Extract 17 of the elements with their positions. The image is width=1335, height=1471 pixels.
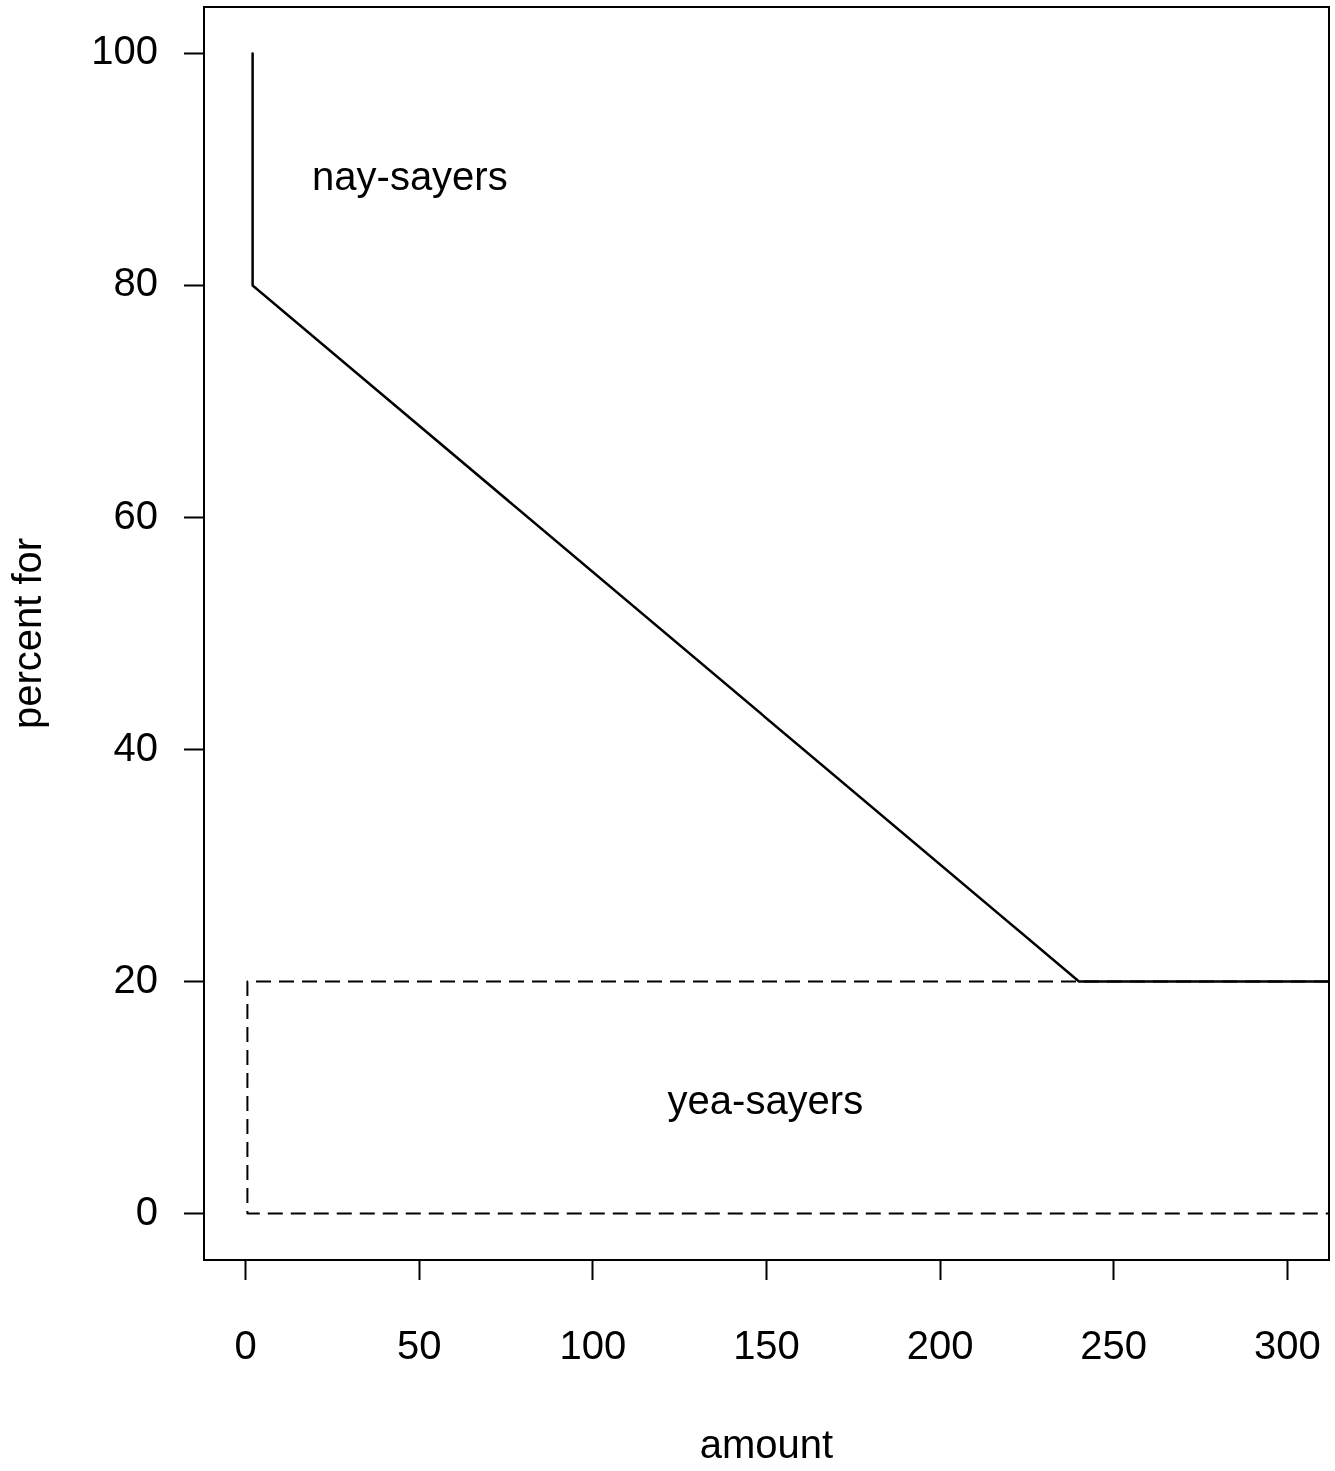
x-tick-label: 300	[1253, 1323, 1321, 1368]
y-tick-label: 20	[113, 956, 158, 1001]
annotation: yea-sayers	[667, 1078, 864, 1123]
y-tick-label: 40	[113, 724, 158, 769]
y-tick-label: 0	[135, 1188, 158, 1233]
y-tick-label: 80	[113, 260, 158, 305]
y-axis-title: percent for	[5, 537, 50, 730]
y-tick-label: 100	[91, 28, 158, 73]
x-tick-label: 50	[397, 1323, 442, 1368]
x-tick-label: 0	[234, 1323, 257, 1368]
x-axis-title: amount	[699, 1422, 834, 1467]
annotation: nay-sayers	[312, 153, 508, 198]
x-tick-label: 100	[559, 1323, 627, 1368]
x-tick-label: 200	[906, 1323, 974, 1368]
x-tick-label: 150	[733, 1323, 800, 1368]
x-tick-label: 250	[1080, 1323, 1148, 1368]
y-tick-label: 60	[113, 492, 158, 537]
